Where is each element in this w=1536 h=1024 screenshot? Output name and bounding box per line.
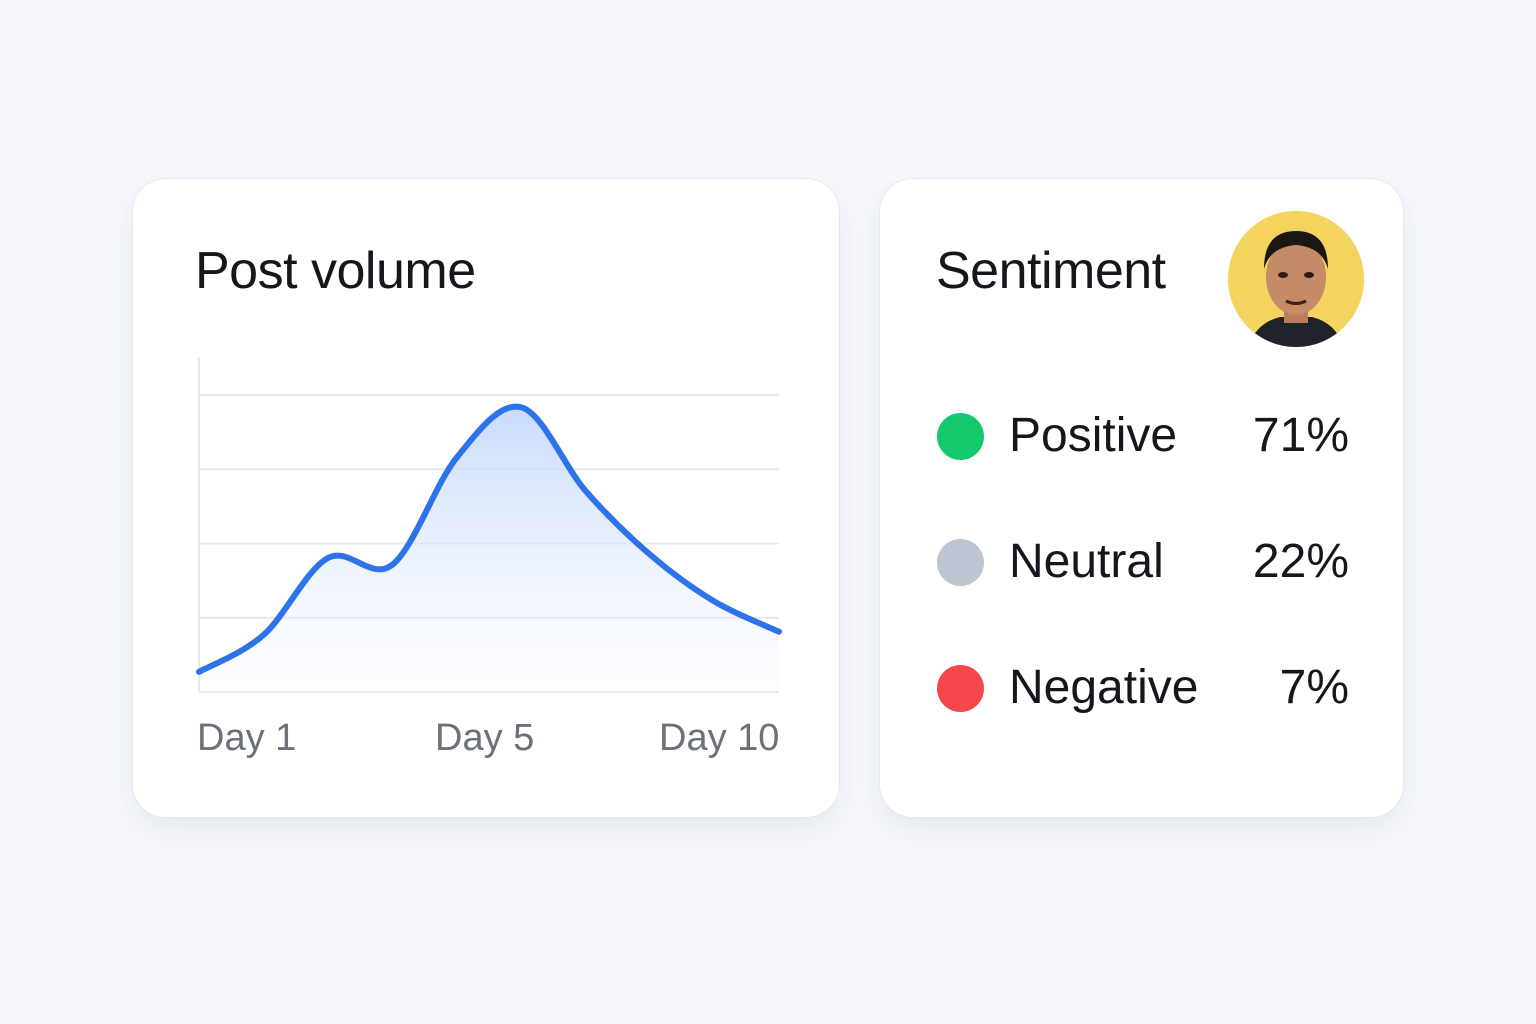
sentiment-label: Positive (1009, 409, 1178, 462)
sentiment-value: 22% (1252, 535, 1349, 588)
sentiment-title: Sentiment (936, 242, 1166, 300)
area-fill (199, 406, 779, 692)
post-volume-title: Post volume (195, 242, 476, 300)
x-tick-label: Day 5 (435, 717, 535, 759)
user-avatar-icon (1228, 211, 1364, 347)
positive-dot (937, 413, 984, 460)
sentiment-value: 7% (1279, 661, 1349, 714)
sentiment-card: Sentiment Positive 71% Neutral 22% (879, 178, 1404, 818)
user-avatar[interactable] (1228, 211, 1364, 347)
post-volume-chart (196, 357, 782, 693)
neutral-dot (937, 539, 984, 586)
negative-dot (937, 665, 984, 712)
series-line (196, 403, 782, 675)
sentiment-label: Neutral (1009, 535, 1164, 588)
sentiment-row-positive: Positive 71% (937, 408, 1349, 464)
x-tick-label: Day 1 (197, 717, 297, 759)
sentiment-row-neutral: Neutral 22% (937, 534, 1349, 590)
post-volume-card: Post volume Day 1 Day 5 Day 10 (132, 178, 840, 818)
sentiment-row-negative: Negative 7% (937, 660, 1349, 716)
sentiment-value: 71% (1252, 409, 1349, 462)
x-tick-label: Day 10 (659, 717, 780, 759)
sentiment-label: Negative (1009, 661, 1199, 714)
